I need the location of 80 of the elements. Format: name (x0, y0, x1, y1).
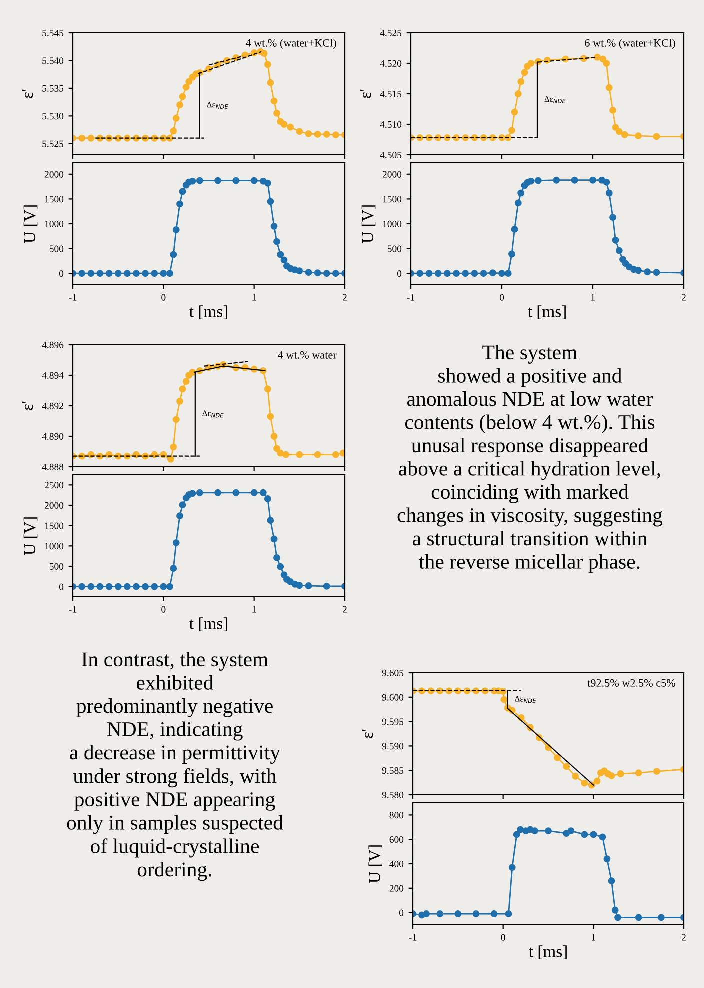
x-tick-label: 1 (592, 934, 596, 941)
y-tick-label: 0 (399, 910, 404, 916)
annotation: 4 wt.% (water+KCl) (246, 39, 336, 50)
x-tick-label: 1 (591, 294, 595, 301)
text: In contrast, the system exhibited predominantly negative NDE, indicating a decrease in permittivity under strong fields, with positive NDE appearing only in samples suspected of luquid-crystalline ordering. (67, 652, 284, 882)
x-tick-label: 2 (342, 606, 347, 613)
x-axis-title: t [ms] (528, 306, 566, 320)
y-tick-label: 9.590 (382, 743, 404, 750)
y-tick-label: 1000 (383, 220, 402, 228)
y-tick-label: 5.545 (42, 30, 64, 37)
y-tick-label: 4.896 (42, 342, 64, 349)
y-tick-label: 9.595 (382, 718, 404, 726)
y-tick-label: 0 (397, 270, 402, 278)
y-tick-label: 4.894 (42, 372, 64, 380)
y-tick-label: 4.525 (380, 30, 402, 37)
y-tick-label: 500 (50, 563, 64, 570)
y-tick-label: 5.525 (42, 140, 64, 148)
y-tick-label: 2500 (44, 482, 64, 489)
annotation: Δε$_{NDE}$ (207, 102, 228, 109)
annotation: t92.5% w2.5% c5% (588, 679, 676, 687)
y-axis-title: U [V] (368, 846, 383, 884)
annotation: Δε$_{NDE}$ (515, 696, 536, 704)
y-axis-title: ε' (22, 90, 34, 98)
y-tick-label: 5.540 (42, 58, 64, 64)
y-axis-title: U [V] (362, 206, 376, 244)
y-tick-label: 9.585 (382, 768, 404, 774)
y-tick-label: 500 (388, 246, 402, 252)
y-tick-label: 1000 (45, 220, 64, 228)
annotation: 4 wt.% water (278, 351, 337, 359)
y-tick-label: 4.888 (42, 464, 64, 471)
y-tick-label: 1500 (45, 522, 64, 530)
y-tick-label: 0 (59, 584, 64, 590)
y-tick-label: 1500 (383, 196, 402, 203)
y-tick-label: 400 (390, 860, 404, 868)
x-axis-title: t [ms] (189, 618, 228, 632)
x-tick-label: -1 (69, 606, 76, 613)
x-tick-label: 0 (501, 934, 506, 941)
annotation: 6 wt.% (water+KCl) (585, 39, 676, 50)
y-tick-label: 9.600 (382, 694, 404, 701)
y-tick-label: 200 (390, 885, 404, 892)
y-tick-label: 9.580 (382, 792, 404, 799)
y-axis-title: U [V] (24, 518, 38, 556)
x-tick-label: 2 (682, 934, 686, 941)
y-tick-label: 1000 (45, 543, 64, 550)
y-tick-label: 1500 (45, 196, 64, 203)
x-tick-label: -1 (409, 934, 416, 941)
annotation: Δε$_{NDE}$ (202, 410, 224, 418)
x-tick-label: 0 (162, 606, 166, 613)
y-tick-label: 2000 (44, 502, 64, 509)
y-axis-title: ε' (360, 90, 372, 98)
x-axis-title: t [ms] (528, 946, 567, 960)
y-tick-label: 4.892 (42, 402, 64, 410)
y-axis-title: ε' (362, 730, 374, 738)
y-axis-title: ε' (22, 402, 34, 410)
y-tick-label: 5.535 (42, 85, 64, 92)
x-tick-label: -1 (69, 294, 76, 301)
x-tick-label: 0 (500, 294, 504, 301)
y-tick-label: 0 (59, 270, 64, 278)
y-tick-label: 2000 (382, 171, 402, 178)
y-tick-label: 4.505 (380, 152, 402, 159)
x-tick-label: 1 (252, 606, 256, 613)
y-tick-label: 5.530 (42, 113, 64, 120)
y-tick-label: 500 (50, 246, 64, 252)
text: The system showed a positive and anomalous NDE at low water contents (below 4 wt.%). This unusal response disappeared above a critical hydration level, coinciding with marked changes in viscosity, suggesting a structural transition within the reverse micellar phase. (398, 345, 663, 574)
x-tick-label: 0 (162, 294, 166, 301)
x-tick-label: -1 (407, 294, 414, 301)
annotation: Δε$_{NDE}$ (544, 96, 566, 104)
y-tick-label: 4.520 (380, 60, 402, 68)
y-tick-label: 800 (390, 812, 404, 819)
y-tick-label: 600 (390, 836, 404, 844)
y-tick-label: 4.890 (42, 433, 64, 440)
y-tick-label: 2000 (44, 171, 64, 178)
x-axis-title: t [ms] (189, 306, 228, 320)
x-tick-label: 2 (682, 294, 686, 301)
y-tick-label: 4.515 (380, 90, 402, 98)
y-axis-title: U [V] (24, 206, 38, 244)
y-tick-label: 4.510 (380, 121, 402, 128)
y-tick-label: 9.605 (382, 670, 404, 677)
x-tick-label: 2 (342, 294, 347, 301)
x-tick-label: 1 (252, 294, 256, 301)
